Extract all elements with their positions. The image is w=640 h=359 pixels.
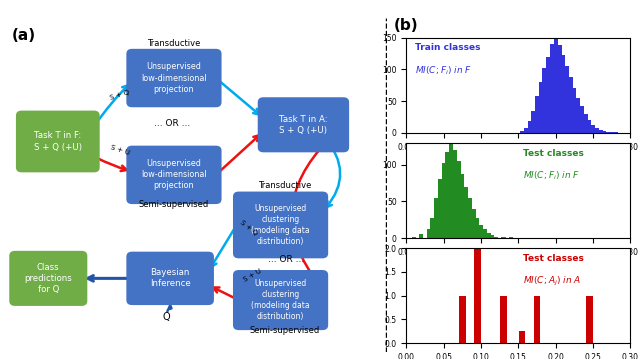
Bar [500, 296, 507, 343]
Bar [453, 150, 457, 238]
Bar [456, 161, 461, 238]
Text: Task T in A:
S + Q (+U): Task T in A: S + Q (+U) [279, 115, 328, 135]
Bar [431, 218, 435, 238]
Text: Class
predictions
for Q: Class predictions for Q [24, 263, 72, 294]
Text: S + Q: S + Q [239, 219, 259, 236]
Bar [584, 114, 588, 133]
Text: S + U: S + U [243, 267, 262, 283]
Bar [591, 125, 595, 133]
Bar [531, 111, 536, 133]
Text: Transductive: Transductive [258, 181, 311, 190]
Text: Task T in F:
S + Q (+U): Task T in F: S + Q (+U) [34, 131, 82, 151]
Bar [442, 163, 446, 238]
Bar [412, 237, 416, 238]
Bar [476, 218, 479, 238]
Bar [434, 198, 438, 238]
Bar [546, 57, 550, 133]
Text: S + U: S + U [109, 144, 130, 156]
Bar [598, 130, 603, 133]
Text: Semi-supervised: Semi-supervised [139, 200, 209, 209]
Bar [479, 225, 483, 238]
Bar [519, 331, 525, 343]
Bar [557, 45, 561, 133]
Bar [610, 132, 614, 133]
Bar [565, 66, 569, 133]
Text: Unsupervised
low-dimensional
projection: Unsupervised low-dimensional projection [141, 159, 207, 191]
Bar [613, 132, 618, 133]
Bar [572, 88, 577, 133]
Bar [524, 128, 528, 133]
Bar [501, 237, 506, 238]
Bar [438, 180, 442, 238]
Bar [449, 144, 453, 238]
Text: $MI(C;F_i)$ in F: $MI(C;F_i)$ in F [415, 64, 472, 77]
Text: (a): (a) [12, 28, 36, 43]
FancyBboxPatch shape [126, 146, 221, 204]
Text: Test classes: Test classes [523, 254, 584, 263]
Bar [474, 248, 481, 343]
Bar [588, 120, 591, 133]
Text: Unsupervised
clustering
(modeling data
distribution): Unsupervised clustering (modeling data d… [252, 204, 310, 246]
Bar [606, 131, 610, 133]
Text: Semi-supervised: Semi-supervised [249, 326, 319, 335]
FancyBboxPatch shape [233, 270, 328, 330]
Bar [580, 106, 584, 133]
Text: ... OR ...: ... OR ... [268, 255, 305, 264]
Bar [460, 174, 465, 238]
Text: Transductive: Transductive [147, 39, 200, 48]
Bar [543, 68, 547, 133]
Text: (b): (b) [394, 18, 419, 33]
Bar [561, 55, 565, 133]
FancyBboxPatch shape [233, 192, 328, 258]
Bar [419, 234, 424, 238]
Bar [472, 209, 476, 238]
Bar [486, 233, 491, 238]
Text: Q: Q [163, 312, 170, 322]
Bar [602, 131, 606, 133]
Text: Bayesian
Inference: Bayesian Inference [150, 268, 191, 288]
Bar [490, 235, 494, 238]
Text: Test classes: Test classes [523, 149, 584, 158]
Text: Train classes: Train classes [415, 43, 481, 52]
Bar [483, 229, 487, 238]
Bar [464, 187, 468, 238]
Text: S + Q: S + Q [109, 89, 130, 101]
Bar [534, 296, 540, 343]
FancyBboxPatch shape [9, 251, 87, 306]
FancyBboxPatch shape [16, 111, 100, 172]
FancyBboxPatch shape [258, 97, 349, 152]
Bar [595, 128, 599, 133]
Bar [554, 39, 558, 133]
Text: $MI(C;F_i)$ in F: $MI(C;F_i)$ in F [523, 169, 580, 182]
Bar [520, 131, 524, 133]
Bar [527, 121, 532, 133]
FancyBboxPatch shape [126, 252, 214, 305]
Text: ... OR ...: ... OR ... [154, 120, 190, 129]
Bar [539, 82, 543, 133]
Bar [509, 237, 513, 238]
FancyBboxPatch shape [126, 49, 221, 107]
Bar [459, 296, 466, 343]
Text: $MI(C;A_j)$ in A: $MI(C;A_j)$ in A [523, 275, 581, 288]
Bar [445, 151, 449, 238]
Text: Unsupervised
clustering
(modeling data
distribution): Unsupervised clustering (modeling data d… [252, 279, 310, 321]
Bar [468, 198, 472, 238]
Bar [576, 98, 580, 133]
Bar [550, 44, 554, 133]
Bar [586, 296, 593, 343]
Bar [568, 77, 573, 133]
Bar [535, 96, 539, 133]
Bar [494, 237, 498, 238]
Text: Unsupervised
low-dimensional
projection: Unsupervised low-dimensional projection [141, 62, 207, 94]
Bar [427, 229, 431, 238]
